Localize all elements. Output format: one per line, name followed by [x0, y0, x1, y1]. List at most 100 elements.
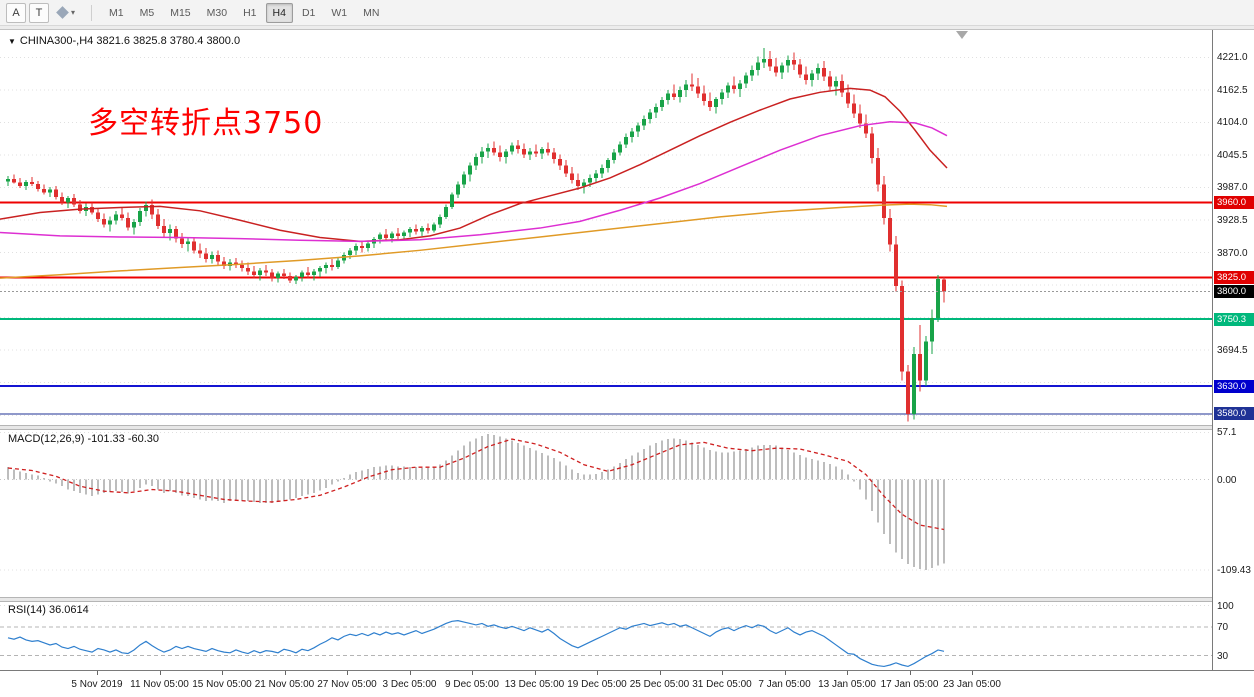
- candle-body: [864, 123, 868, 134]
- time-axis-tick: [534, 671, 536, 675]
- candle-body: [300, 272, 304, 278]
- candle-body: [708, 101, 712, 107]
- price-axis-label: 4045.5: [1217, 149, 1248, 161]
- candle-body: [288, 275, 292, 281]
- candle-body: [612, 152, 616, 161]
- time-axis-label: 17 Jan 05:00: [880, 679, 939, 690]
- symbol-dropdown-icon[interactable]: ▼: [8, 36, 16, 46]
- toolbar-separator: [91, 4, 93, 21]
- candle-body: [912, 353, 916, 414]
- rsi-levels-layer: [0, 605, 1212, 657]
- candle-body: [672, 93, 676, 97]
- timeframe-button-h4[interactable]: H4: [265, 2, 293, 23]
- candle-body: [582, 182, 586, 186]
- candle-body: [714, 98, 718, 107]
- candle-body: [540, 149, 544, 154]
- a-tool-button[interactable]: A: [6, 2, 26, 23]
- timeframe-button-d1[interactable]: D1: [301, 6, 316, 19]
- main-chart-canvas[interactable]: [0, 30, 1212, 425]
- time-axis-tick: [347, 671, 348, 675]
- candle-body: [36, 184, 40, 190]
- candle-body: [48, 189, 52, 193]
- candle-body: [498, 152, 502, 157]
- timeframe-button-w1[interactable]: W1: [331, 6, 348, 19]
- candle-body: [246, 268, 250, 272]
- price-axis-label: 4162.5: [1217, 84, 1248, 96]
- time-axis-tick: [284, 671, 286, 675]
- price-axis-label: -109.43: [1217, 565, 1251, 577]
- timeframe-button-m1[interactable]: M1: [109, 6, 124, 19]
- candle-body: [630, 131, 634, 137]
- candle-body: [30, 181, 34, 185]
- candle-body: [180, 238, 184, 245]
- chart-shift-marker[interactable]: [956, 31, 968, 39]
- price-axis-label: 3928.5: [1217, 214, 1248, 226]
- ma-fast-red-line: [0, 87, 948, 243]
- candle-body: [816, 67, 820, 74]
- candle-body: [636, 125, 640, 132]
- timeframe-button-m5[interactable]: M5: [139, 6, 155, 19]
- candle-body: [414, 229, 418, 232]
- candle-body: [744, 75, 748, 84]
- candle-body: [366, 243, 370, 249]
- time-axis-tick: [159, 671, 161, 675]
- candle-body: [894, 244, 898, 286]
- timeframe-button-m30[interactable]: M30: [206, 6, 228, 19]
- timeframe-button-group: M1 M5 M15 M30 H1 H4 D1 W1 MN: [102, 2, 386, 23]
- candle-body: [648, 112, 652, 120]
- drawing-tool-icon: [56, 6, 69, 19]
- timeframe-button-h1[interactable]: H1: [243, 6, 257, 19]
- candle-body: [18, 182, 22, 186]
- price-axis-label: 3987.0: [1217, 182, 1248, 194]
- drawing-tool-dropdown[interactable]: ▾: [52, 3, 81, 23]
- candle-body: [504, 151, 508, 157]
- time-axis-label: 5 Nov 2019: [71, 679, 123, 690]
- timeframe-button-m15[interactable]: M15: [170, 6, 191, 19]
- candle-body: [696, 86, 700, 94]
- ma-slow-orange-line: [0, 203, 948, 279]
- candle-body: [756, 62, 760, 71]
- time-axis[interactable]: 5 Nov 2019 11 Nov 05:00 15 Nov 05:00 21 Nov…: [0, 670, 1254, 697]
- candle-body: [348, 250, 352, 255]
- candle-body: [660, 100, 664, 107]
- price-tag-3580.0: 3580.0: [1214, 407, 1254, 421]
- time-axis-label: 31 Dec 05:00: [692, 679, 752, 690]
- candle-body: [12, 179, 16, 183]
- macd-grid-layer: [0, 431, 1212, 571]
- chart-annotation-text[interactable]: 多空转折点3750: [88, 106, 324, 141]
- macd-indicator-label: MACD(12,26,9) -101.33 -60.30: [8, 433, 160, 445]
- price-axis-label: 0.00: [1217, 474, 1237, 486]
- rsi-canvas[interactable]: [0, 602, 1212, 670]
- panel-splitter[interactable]: [0, 597, 1254, 602]
- rsi-indicator-label: RSI(14) 36.0614: [8, 604, 89, 616]
- candle-body: [564, 165, 568, 174]
- time-axis-label: 21 Nov 05:00: [254, 679, 315, 690]
- candle-body: [168, 229, 172, 234]
- candle-body: [234, 262, 238, 265]
- symbol-title-text: CHINA300-,H4 3821.6 3825.8 3780.4 3800.0: [19, 35, 241, 47]
- candle-body: [930, 318, 934, 342]
- candle-body: [588, 177, 592, 183]
- price-axis-label: 4104.0: [1217, 117, 1248, 129]
- candle-body: [282, 273, 286, 276]
- price-axis[interactable]: 4221.0 4162.5 4104.0 4045.5 3987.0 3928.5 3870…: [1212, 30, 1254, 670]
- candle-body: [156, 214, 160, 226]
- t-tool-button[interactable]: T: [29, 2, 49, 23]
- candle-body: [936, 279, 940, 319]
- candle-body: [750, 70, 754, 76]
- candle-body: [786, 60, 790, 66]
- panel-splitter[interactable]: [0, 425, 1254, 430]
- macd-canvas[interactable]: [0, 430, 1212, 597]
- macd-histogram: [7, 434, 945, 571]
- candle-body: [486, 147, 490, 152]
- candle-body: [792, 60, 796, 65]
- candle-body: [360, 245, 364, 249]
- candle-body: [846, 92, 850, 104]
- candle-body: [726, 85, 730, 93]
- time-axis-tick: [784, 671, 786, 675]
- candle-body: [336, 260, 340, 267]
- candle-body: [690, 84, 694, 87]
- candle-body: [888, 218, 892, 245]
- time-axis-tick: [97, 671, 98, 675]
- timeframe-button-mn[interactable]: MN: [363, 6, 380, 19]
